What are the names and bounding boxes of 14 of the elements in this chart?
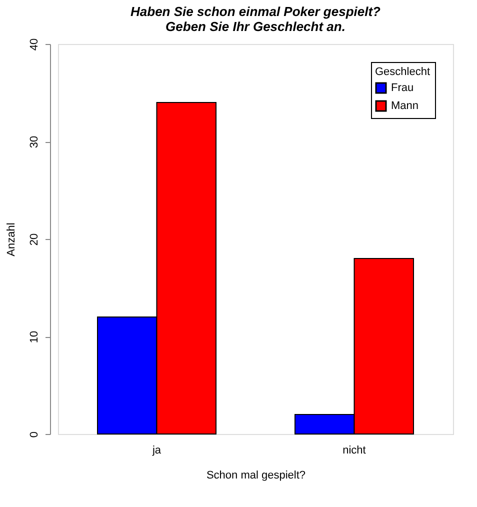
legend-title: Geschlecht xyxy=(375,66,430,78)
y-tick-label: 0 xyxy=(28,431,40,438)
y-tick-label: 40 xyxy=(28,38,40,51)
legend-label: Frau xyxy=(391,82,414,94)
text: Haben Sie schon einmal Poker gespielt? xyxy=(130,4,380,19)
text: Geben Sie Ihr Geschlecht an. xyxy=(166,18,346,34)
x-tick-label: ja xyxy=(151,444,162,456)
x-axis-title: Schon mal gespielt? xyxy=(206,470,306,482)
y-tick-label: 30 xyxy=(28,136,40,148)
y-axis-title: Anzahl xyxy=(6,222,18,256)
x-tick-label: nicht xyxy=(342,444,366,456)
y-tick-label: 10 xyxy=(28,330,40,344)
legend-label: Mann xyxy=(391,100,419,112)
y-tick-label: 20 xyxy=(28,233,40,246)
